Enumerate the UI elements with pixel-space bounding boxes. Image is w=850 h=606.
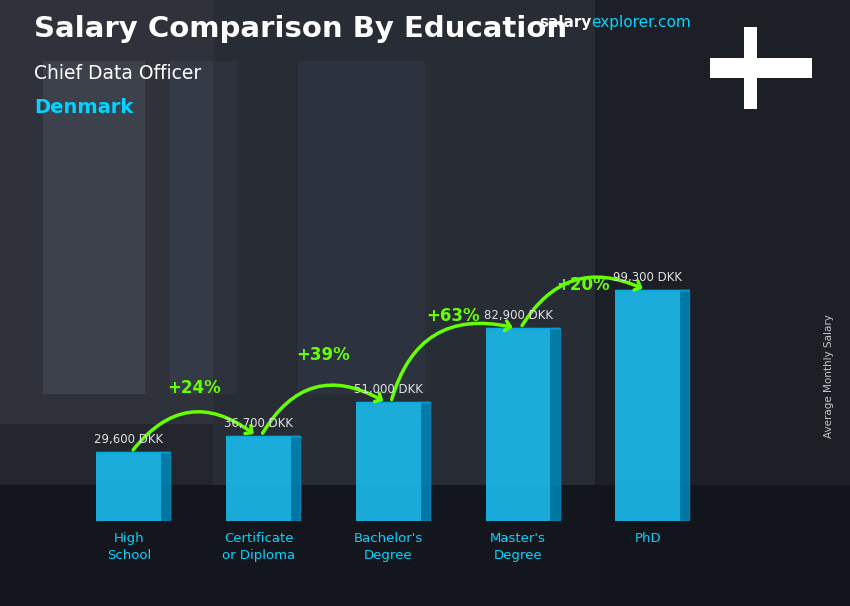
Bar (710, 58, 812, 78)
Bar (744, 27, 757, 109)
Text: Denmark: Denmark (34, 98, 133, 117)
Text: +24%: +24% (167, 379, 221, 397)
Bar (485, 328, 551, 521)
Bar (298, 61, 425, 394)
Bar (96, 452, 162, 521)
Text: 82,900 DKK: 82,900 DKK (484, 309, 552, 322)
Text: Average Monthly Salary: Average Monthly Salary (824, 314, 834, 438)
Bar (226, 436, 291, 521)
Text: 51,000 DKK: 51,000 DKK (354, 384, 422, 396)
Bar (0, 0, 212, 424)
Bar (356, 402, 421, 521)
Text: 36,700 DKK: 36,700 DKK (224, 417, 293, 430)
Text: 29,600 DKK: 29,600 DKK (94, 433, 163, 447)
Text: salary: salary (540, 15, 592, 30)
Polygon shape (551, 328, 559, 521)
Polygon shape (291, 436, 300, 521)
Text: explorer.com: explorer.com (591, 15, 690, 30)
Bar (0, 485, 850, 606)
Text: Chief Data Officer: Chief Data Officer (34, 64, 201, 82)
Text: +20%: +20% (556, 276, 609, 295)
Text: 99,300 DKK: 99,300 DKK (614, 271, 683, 284)
Bar (42, 61, 144, 394)
Bar (212, 0, 595, 485)
Text: Salary Comparison By Education: Salary Comparison By Education (34, 15, 567, 43)
Bar (170, 61, 238, 394)
Polygon shape (680, 290, 689, 521)
Polygon shape (421, 402, 430, 521)
Bar (595, 0, 850, 606)
Bar (615, 290, 680, 521)
Text: +63%: +63% (427, 307, 480, 325)
Text: +39%: +39% (297, 345, 350, 364)
Polygon shape (162, 452, 170, 521)
